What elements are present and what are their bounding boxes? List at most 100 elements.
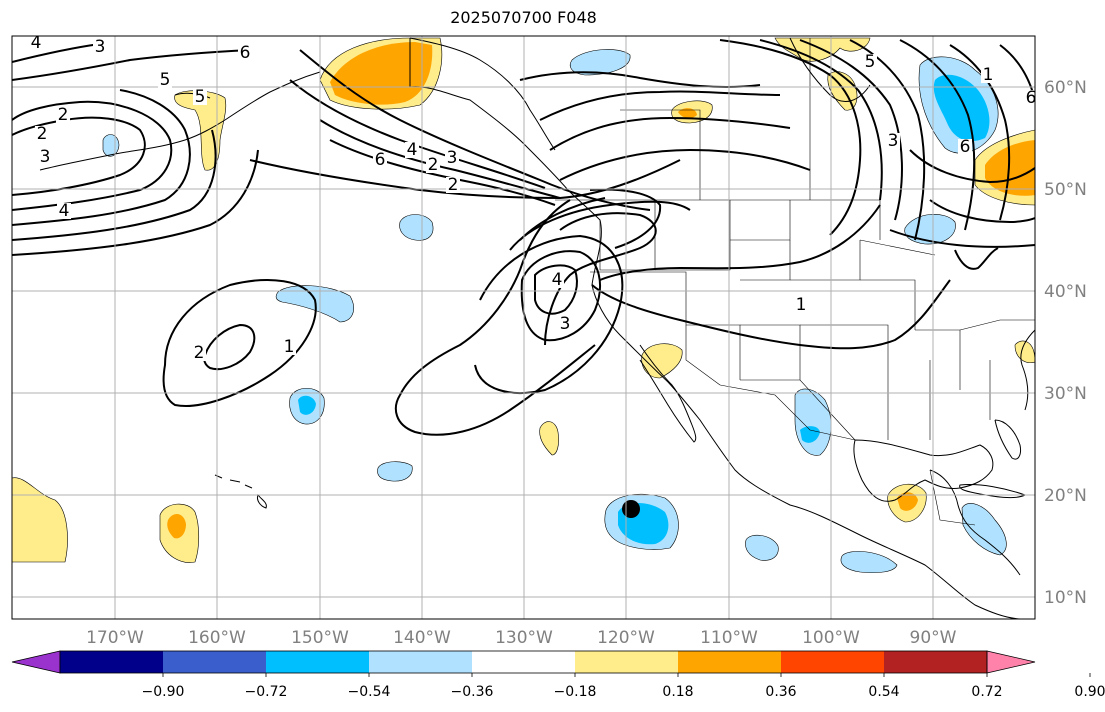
colorbar-swatch [678, 651, 782, 673]
contour-label: 5 [160, 70, 171, 90]
colorbar-swatch [575, 651, 679, 673]
colorbar [11, 650, 1036, 674]
contour-label-bg [282, 339, 296, 355]
lon-label: 120°W [597, 628, 655, 648]
contour-label-bg [56, 107, 70, 123]
contour-label: 2 [194, 343, 205, 363]
anomaly-baja-yellow [539, 421, 559, 456]
contour-label: 3 [95, 37, 106, 57]
gridlines [12, 36, 1035, 619]
contour-label: 6 [240, 43, 251, 63]
colorbar-swatch [369, 651, 473, 673]
contour-label: 6 [960, 137, 971, 157]
colorbar-tick-label: −0.18 [554, 684, 597, 700]
contour-label: 1 [983, 65, 994, 85]
lat-label: 40°N [1044, 282, 1087, 302]
colorbar-swatch [472, 651, 576, 673]
contour-label: 3 [447, 148, 458, 168]
colorbar-tick-label: 0.90 [1074, 684, 1105, 700]
contour-label: 3 [40, 147, 51, 167]
colorbar-tick-label: 0.54 [868, 684, 899, 700]
anomaly-centralam-blue [961, 503, 1007, 556]
contour-label: 6 [375, 150, 386, 170]
colorbar-outline [59, 650, 988, 674]
anomaly-blue-small [377, 461, 413, 482]
colorbar-swatch [60, 651, 164, 673]
contour-label-bg [958, 139, 972, 155]
colorbar-swatch [163, 651, 267, 673]
contour-label-bg [57, 203, 71, 219]
lon-label: 140°W [393, 628, 451, 648]
contour-label-bg [192, 345, 206, 361]
contour-label-bg [35, 126, 49, 142]
lon-label: 110°W [700, 628, 758, 648]
lat-label: 20°N [1044, 486, 1087, 506]
lon-label: 150°W [291, 628, 349, 648]
anomaly-canada-blue [569, 49, 631, 76]
contour-label-bg [981, 67, 995, 83]
lon-label: 90°W [910, 628, 957, 648]
anomaly-eastcoast-yellow [1014, 340, 1035, 363]
contour-label-bg [238, 45, 252, 61]
contour-label: 6 [1026, 88, 1037, 108]
lat-label: 60°N [1044, 78, 1087, 98]
contour-label-bg [558, 316, 572, 332]
storm-center-marker [622, 500, 640, 518]
contour-label-bg [863, 54, 877, 70]
contour-label: 2 [37, 124, 48, 144]
anomaly-blue-ep2 [840, 551, 898, 574]
contour-label-bg [794, 297, 808, 313]
colorbar-tick-label: 0.36 [765, 684, 796, 700]
lon-label: 170°W [86, 628, 144, 648]
lon-label: 160°W [188, 628, 246, 648]
latitude-labels: 60°N 50°N 40°N 30°N 20°N 10°N [1044, 78, 1087, 608]
colorbar-tick-label: 0.18 [662, 684, 693, 700]
anomaly-greatlakes-blue [904, 213, 956, 245]
colorbar-tick-label: 0.72 [971, 684, 1002, 700]
colorbar-tick-label: −0.72 [245, 684, 288, 700]
anomaly-gulf-alaska-core [330, 42, 433, 105]
contour-label-bg [93, 39, 107, 55]
anomaly-west-blue [102, 134, 120, 157]
contour-label: 4 [59, 201, 70, 221]
colorbar-swatch [781, 651, 885, 673]
contour-label: 4 [552, 270, 563, 290]
contour-label: 3 [560, 314, 571, 334]
lon-label: 130°W [495, 628, 553, 648]
colorbar-swatch [884, 651, 988, 673]
colorbar-tick-label: −0.54 [348, 684, 391, 700]
contours [12, 39, 1035, 436]
contour-label-bg [550, 272, 564, 288]
longitude-labels: 170°W 160°W 150°W 140°W 130°W 120°W 110°W 100°W… [86, 628, 957, 648]
coastlines [39, 37, 1035, 619]
colorbar-swatch [266, 651, 370, 673]
contour-label: 5 [865, 52, 876, 72]
contour-label-bg [886, 133, 900, 149]
contour-label-bg [193, 89, 207, 105]
contour-label-bg [38, 149, 52, 165]
contour-label-bg [373, 152, 387, 168]
contour-label-bg [445, 150, 459, 166]
colorbar-tick-label: −0.90 [142, 684, 185, 700]
contour-label: 4 [31, 33, 42, 53]
contour-label-bg [29, 35, 43, 51]
lat-label: 10°N [1044, 588, 1087, 608]
colorbar-extend-low [11, 650, 61, 674]
contour-label: 1 [284, 337, 295, 357]
contour-label: 5 [195, 87, 206, 107]
hawaii-islands [214, 474, 267, 509]
contour-label-bg [426, 157, 440, 173]
contour-label: 1 [796, 295, 807, 315]
lat-label: 50°N [1044, 180, 1087, 200]
colorbar-tick-label: −0.36 [451, 684, 494, 700]
anomaly-socal-yellow [641, 343, 683, 379]
colorbar-extend-high [986, 650, 1036, 674]
contour-label: 3 [888, 131, 899, 151]
contour-label-bg [405, 142, 419, 158]
anomaly-west-yellow [12, 477, 68, 563]
map-title: 2025070700 F048 [450, 8, 597, 27]
contour-label-bg [158, 72, 172, 88]
contour-label: 2 [428, 155, 439, 175]
lon-label: 100°W [802, 628, 860, 648]
